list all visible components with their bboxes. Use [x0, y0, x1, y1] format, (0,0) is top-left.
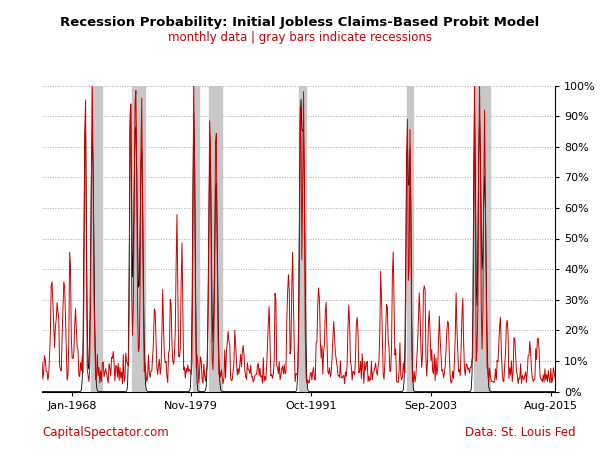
Bar: [131, 86, 145, 392]
Bar: [473, 86, 490, 392]
Bar: [209, 86, 222, 392]
Text: CapitalSpectator.com: CapitalSpectator.com: [42, 426, 169, 439]
Bar: [407, 86, 413, 392]
Bar: [91, 86, 101, 392]
Text: Recession Probability: Initial Jobless Claims-Based Probit Model: Recession Probability: Initial Jobless C…: [61, 16, 539, 29]
Text: monthly data | gray bars indicate recessions: monthly data | gray bars indicate recess…: [168, 32, 432, 45]
Bar: [299, 86, 306, 392]
Text: Data: St. Louis Fed: Data: St. Louis Fed: [466, 426, 576, 439]
Bar: [193, 86, 199, 392]
